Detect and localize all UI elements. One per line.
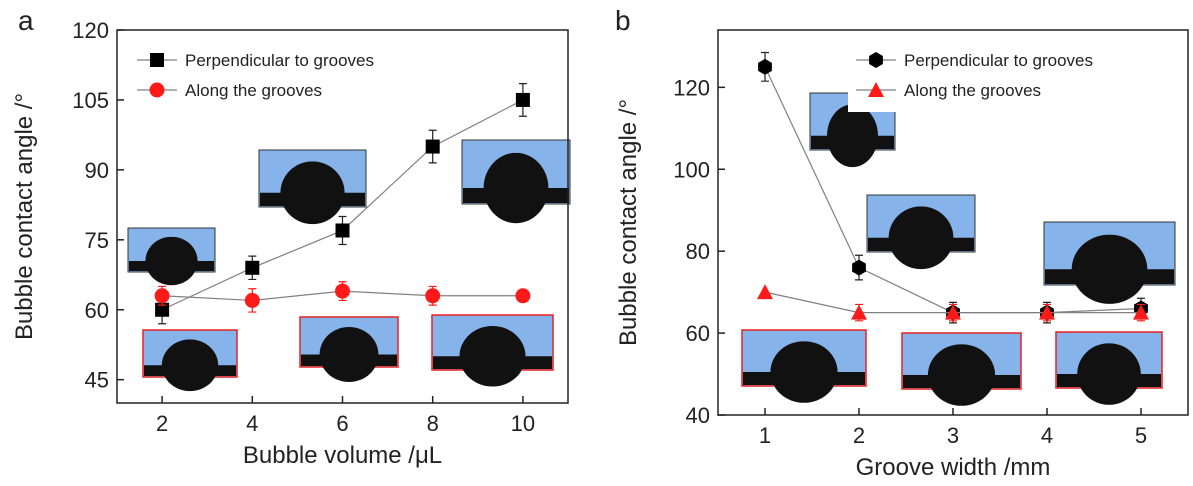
inset-bg-top-fix <box>463 141 569 153</box>
y-tick-label: 60 <box>686 321 710 346</box>
x-axis-title: Groove width /mm <box>856 454 1051 481</box>
marker <box>150 53 164 67</box>
marker <box>426 140 440 154</box>
inset-photo <box>867 195 975 269</box>
marker <box>155 288 170 303</box>
inset-bg-top-fix <box>743 331 865 341</box>
y-tick-label: 60 <box>85 298 109 323</box>
x-tick-label: 4 <box>246 411 258 436</box>
inset-photo <box>1056 332 1162 405</box>
inset-bubble <box>484 153 549 223</box>
inset-photo <box>143 330 237 391</box>
inset-photo <box>902 333 1021 406</box>
inset-bg-top-fix <box>868 196 974 206</box>
inset-bubble <box>827 104 878 167</box>
inset-photo <box>128 228 215 285</box>
y-tick-label: 75 <box>85 228 109 253</box>
legend-label: Along the grooves <box>185 81 322 100</box>
inset-bg-top-fix <box>144 331 236 339</box>
inset-bubble <box>1077 343 1141 405</box>
inset-bubble <box>145 237 197 285</box>
inset-bg-top-fix <box>433 316 552 326</box>
y-tick-label: 45 <box>85 368 109 393</box>
inset-bg-top-fix <box>1045 223 1174 235</box>
marker <box>336 223 350 237</box>
x-tick-label: 1 <box>759 423 771 448</box>
marker <box>335 284 350 299</box>
inset-bubble <box>162 339 218 391</box>
inset-bubble <box>770 341 837 403</box>
x-tick-label: 4 <box>1041 423 1053 448</box>
y-tick-label: 40 <box>686 403 710 428</box>
y-axis-title: Bubble contact angle /° <box>11 93 38 340</box>
y-tick-label: 120 <box>673 75 710 100</box>
marker <box>245 293 260 308</box>
inset-bubble <box>320 327 379 382</box>
inset-bubble <box>280 161 344 224</box>
inset-bg-top-fix <box>260 151 365 161</box>
x-tick-label: 8 <box>427 411 439 436</box>
y-tick-label: 105 <box>72 88 109 113</box>
x-tick-label: 3 <box>947 423 959 448</box>
x-tick-label: 2 <box>853 423 865 448</box>
y-tick-label: 100 <box>673 157 710 182</box>
x-axis-title: Bubble volume /μL <box>243 442 442 469</box>
inset-bg-top-fix <box>903 334 1020 344</box>
inset-bubble <box>889 206 954 269</box>
inset-bg-top-fix <box>129 229 214 237</box>
legend-label: Perpendicular to grooves <box>185 51 374 70</box>
inset-photo <box>1044 222 1175 304</box>
panel-label: a <box>18 5 34 36</box>
inset-bg-top-fix <box>1057 333 1161 343</box>
marker <box>150 83 165 98</box>
y-tick-label: 90 <box>85 158 109 183</box>
marker <box>515 288 530 303</box>
marker <box>516 93 530 107</box>
inset-photo <box>300 317 398 382</box>
x-tick-label: 5 <box>1135 423 1147 448</box>
marker <box>758 59 772 75</box>
inset-photo <box>462 140 570 223</box>
x-tick-label: 2 <box>156 411 168 436</box>
inset-photo <box>432 315 553 387</box>
y-tick-label: 120 <box>72 18 109 43</box>
legend-label: Perpendicular to grooves <box>904 51 1093 70</box>
panel-label: b <box>615 5 631 36</box>
legend-label: Along the grooves <box>904 81 1041 100</box>
marker <box>757 284 773 299</box>
x-tick-label: 6 <box>336 411 348 436</box>
inset-bubble <box>460 326 526 387</box>
inset-bg-top-fix <box>301 318 397 327</box>
inset-photo <box>259 150 366 224</box>
x-tick-label: 10 <box>511 411 535 436</box>
figure: 45607590105120246810Bubble volume /μLBub… <box>0 0 1193 486</box>
inset-bubble <box>928 344 995 406</box>
marker <box>245 261 259 275</box>
y-axis-title: Bubble contact angle /° <box>615 99 642 346</box>
marker <box>852 260 866 276</box>
inset-bubble <box>1072 235 1148 304</box>
inset-photo <box>742 330 866 403</box>
y-tick-label: 80 <box>686 239 710 264</box>
marker <box>425 288 440 303</box>
